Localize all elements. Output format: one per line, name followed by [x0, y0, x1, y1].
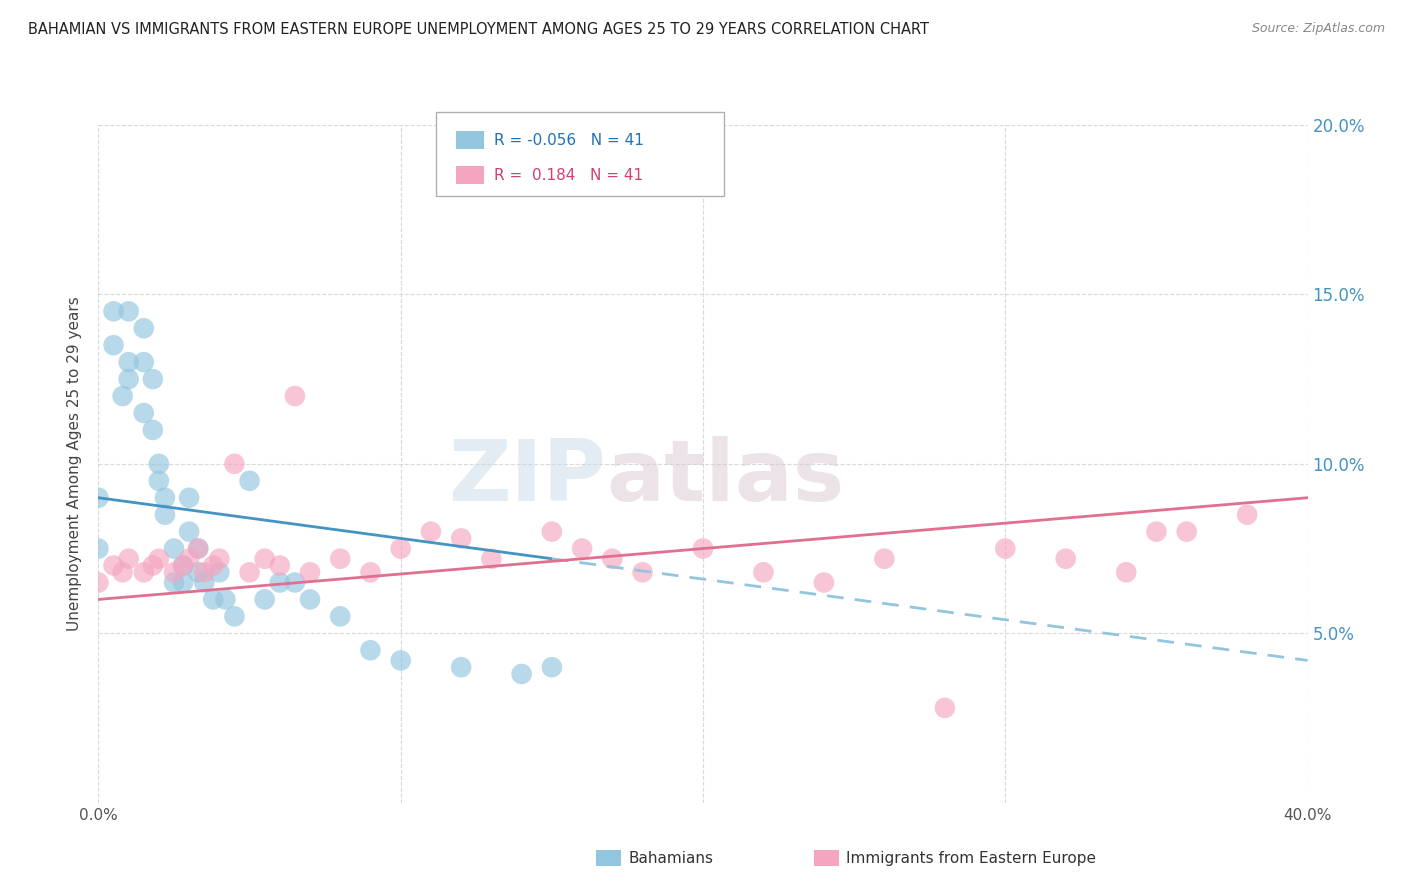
Point — [172, 558, 194, 573]
Point — [253, 551, 276, 566]
Point — [103, 558, 125, 573]
Y-axis label: Unemployment Among Ages 25 to 29 years: Unemployment Among Ages 25 to 29 years — [67, 296, 83, 632]
Point — [269, 558, 291, 573]
Text: atlas: atlas — [606, 436, 845, 519]
Point — [994, 541, 1017, 556]
Point — [142, 558, 165, 573]
Point — [202, 558, 225, 573]
Point — [148, 457, 170, 471]
Point — [118, 355, 141, 369]
Point — [360, 643, 382, 657]
Point — [1175, 524, 1198, 539]
Point — [631, 566, 654, 580]
Point — [540, 660, 562, 674]
Point — [360, 566, 382, 580]
Point — [239, 474, 262, 488]
Text: R =  0.184   N = 41: R = 0.184 N = 41 — [494, 168, 643, 183]
Point — [1054, 551, 1077, 566]
Point — [187, 541, 209, 556]
Point — [299, 592, 322, 607]
Point — [132, 406, 155, 420]
Point — [118, 372, 141, 386]
Point — [153, 508, 176, 522]
Point — [172, 575, 194, 590]
Point — [118, 304, 141, 318]
Text: BAHAMIAN VS IMMIGRANTS FROM EASTERN EUROPE UNEMPLOYMENT AMONG AGES 25 TO 29 YEAR: BAHAMIAN VS IMMIGRANTS FROM EASTERN EURO… — [28, 22, 929, 37]
Point — [193, 575, 215, 590]
Point — [179, 551, 201, 566]
Point — [329, 551, 352, 566]
Point — [179, 491, 201, 505]
Point — [132, 355, 155, 369]
Point — [692, 541, 714, 556]
Point — [224, 609, 246, 624]
Point — [253, 592, 276, 607]
Point — [214, 592, 236, 607]
Point — [224, 457, 246, 471]
Point — [420, 524, 443, 539]
Point — [187, 541, 209, 556]
Text: R = -0.056   N = 41: R = -0.056 N = 41 — [494, 133, 644, 148]
Point — [103, 304, 125, 318]
Point — [813, 575, 835, 590]
Point — [148, 551, 170, 566]
Point — [450, 532, 472, 546]
Point — [571, 541, 593, 556]
Point — [299, 566, 322, 580]
Point — [87, 491, 110, 505]
Point — [1115, 566, 1137, 580]
Point — [163, 575, 186, 590]
Point — [187, 566, 209, 580]
Point — [873, 551, 896, 566]
Point — [269, 575, 291, 590]
Text: Bahamians: Bahamians — [628, 851, 713, 865]
Point — [163, 566, 186, 580]
Point — [208, 551, 231, 566]
Point — [752, 566, 775, 580]
Point — [172, 558, 194, 573]
Point — [87, 541, 110, 556]
Point — [103, 338, 125, 352]
Point — [934, 701, 956, 715]
Point — [389, 653, 412, 667]
Point — [193, 566, 215, 580]
Point — [118, 551, 141, 566]
Point — [202, 592, 225, 607]
Point — [510, 667, 533, 681]
Point — [284, 575, 307, 590]
Point — [450, 660, 472, 674]
Point — [602, 551, 624, 566]
Point — [111, 389, 134, 403]
Point — [179, 524, 201, 539]
Point — [239, 566, 262, 580]
Point — [1144, 524, 1167, 539]
Point — [163, 541, 186, 556]
Point — [284, 389, 307, 403]
Point — [142, 372, 165, 386]
Point — [148, 474, 170, 488]
Point — [481, 551, 503, 566]
Point — [87, 575, 110, 590]
Point — [153, 491, 176, 505]
Point — [389, 541, 412, 556]
Text: Immigrants from Eastern Europe: Immigrants from Eastern Europe — [846, 851, 1097, 865]
Point — [111, 566, 134, 580]
Point — [208, 566, 231, 580]
Point — [142, 423, 165, 437]
Point — [540, 524, 562, 539]
Text: Source: ZipAtlas.com: Source: ZipAtlas.com — [1251, 22, 1385, 36]
Point — [329, 609, 352, 624]
Text: ZIP: ZIP — [449, 436, 606, 519]
Point — [132, 321, 155, 335]
Point — [1236, 508, 1258, 522]
Point — [132, 566, 155, 580]
